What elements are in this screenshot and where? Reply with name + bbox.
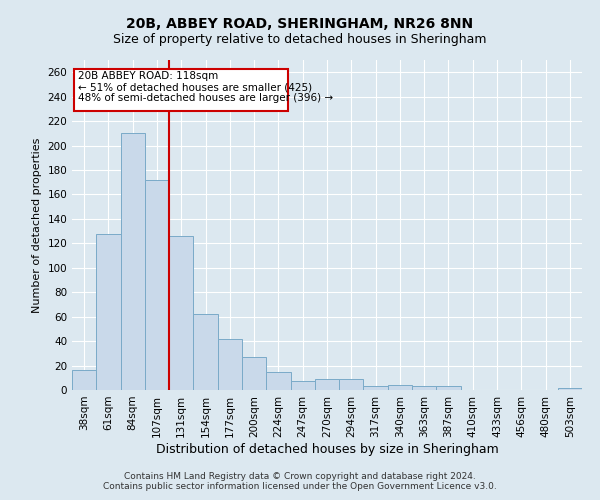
Text: 20B ABBEY ROAD: 118sqm: 20B ABBEY ROAD: 118sqm	[78, 71, 218, 81]
Bar	[315, 379, 339, 390]
FancyBboxPatch shape	[74, 68, 288, 112]
Bar	[169, 236, 193, 390]
Bar	[121, 134, 145, 390]
X-axis label: Distribution of detached houses by size in Sheringham: Distribution of detached houses by size …	[155, 442, 499, 456]
Bar	[96, 234, 121, 390]
Text: Contains HM Land Registry data © Crown copyright and database right 2024.: Contains HM Land Registry data © Crown c…	[124, 472, 476, 481]
Text: Size of property relative to detached houses in Sheringham: Size of property relative to detached ho…	[113, 32, 487, 46]
Bar	[218, 338, 242, 390]
Text: 48% of semi-detached houses are larger (396) →: 48% of semi-detached houses are larger (…	[78, 93, 333, 103]
Bar	[193, 314, 218, 390]
Text: ← 51% of detached houses are smaller (425): ← 51% of detached houses are smaller (42…	[78, 82, 312, 92]
Bar	[266, 372, 290, 390]
Bar	[290, 382, 315, 390]
Text: Contains public sector information licensed under the Open Government Licence v3: Contains public sector information licen…	[103, 482, 497, 491]
Bar	[242, 357, 266, 390]
Y-axis label: Number of detached properties: Number of detached properties	[32, 138, 42, 312]
Bar	[145, 180, 169, 390]
Bar	[388, 385, 412, 390]
Bar	[339, 379, 364, 390]
Bar	[412, 386, 436, 390]
Bar	[72, 370, 96, 390]
Bar	[364, 386, 388, 390]
Bar	[558, 388, 582, 390]
Text: 20B, ABBEY ROAD, SHERINGHAM, NR26 8NN: 20B, ABBEY ROAD, SHERINGHAM, NR26 8NN	[127, 18, 473, 32]
Bar	[436, 386, 461, 390]
